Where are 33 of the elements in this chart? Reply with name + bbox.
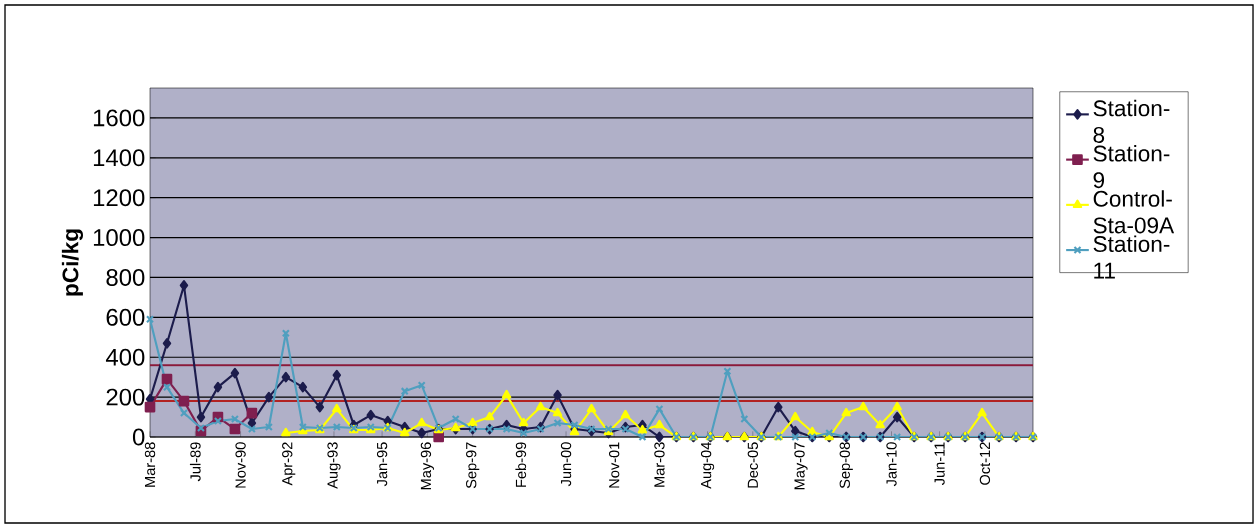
x-tick-label: Sep-08: [839, 442, 853, 489]
x-tick-label: Aug-93: [327, 442, 341, 489]
legend-label: Control-Sta-09A: [1093, 190, 1175, 234]
x-tick-label: Nov-01: [608, 442, 620, 488]
x-tick-label: May-96: [420, 442, 434, 490]
y-tick-label: 200: [106, 388, 145, 406]
legend-label: Station-8: [1093, 99, 1170, 143]
y-tick-label: 1200: [93, 189, 145, 207]
y-tick-label: 400: [105, 348, 145, 366]
x-tick-label: Feb-99: [515, 442, 527, 487]
y-tick-label: 600: [106, 308, 145, 326]
y-tick-label: 0: [132, 428, 145, 446]
x-tick-label: Sep-97: [466, 442, 480, 489]
y-tick-label: 1400: [93, 149, 145, 167]
y-tick-label: 1000: [93, 229, 145, 247]
x-tick-label: Aug-04: [700, 442, 715, 489]
x-tick-label: May-07: [794, 442, 808, 490]
x-tick-label: Oct-12: [979, 442, 991, 485]
y-axis-title: pCi/kg: [61, 229, 84, 296]
x-tick-label: Dec-05: [747, 442, 758, 488]
x-tick-label: Jan-95: [376, 442, 388, 487]
x-tick-label: Mar-88: [144, 442, 156, 487]
x-tick-label: Jun-11: [934, 442, 945, 486]
x-tick-label: Jan-10: [886, 442, 897, 487]
legend-label: Station-11: [1093, 235, 1170, 279]
y-tick-label: 1600: [93, 109, 145, 127]
x-tick-label: Nov-90: [235, 442, 246, 488]
legend-label: Station-9: [1093, 144, 1170, 189]
x-tick-label: Apr-92: [282, 442, 296, 486]
x-tick-label: Jun-00: [560, 442, 572, 487]
x-tick-label: Mar-03: [654, 442, 665, 487]
y-tick-label: 800: [106, 268, 145, 286]
x-tick-label: Jul-89: [189, 442, 201, 482]
